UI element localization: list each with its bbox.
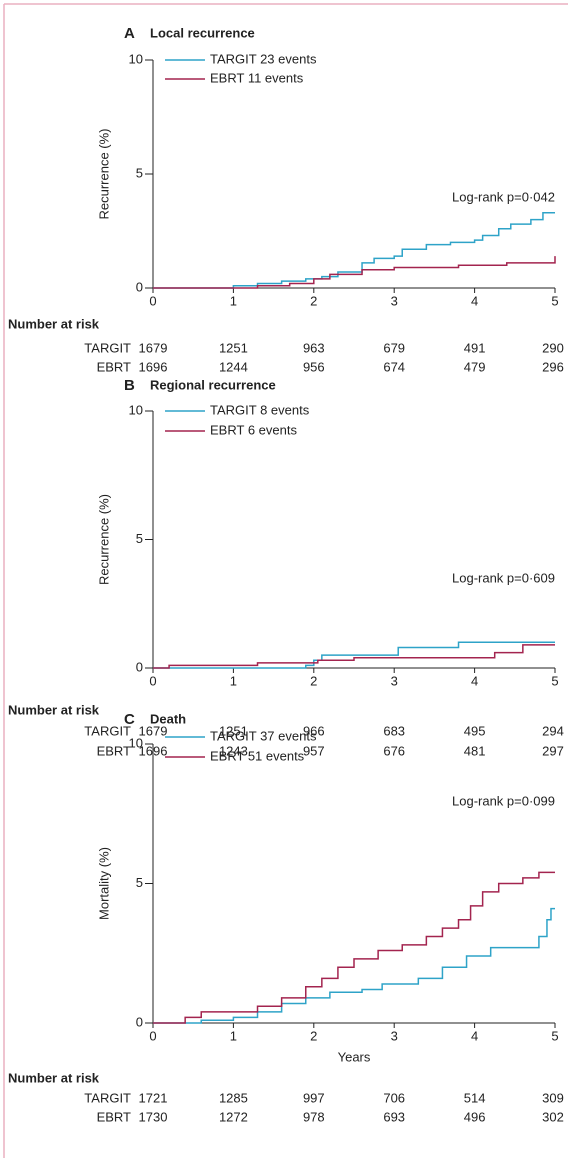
risk-count: 1251 (219, 340, 248, 355)
y-tick-label: 5 (136, 165, 143, 180)
legend-label: TARGIT 8 events (210, 402, 310, 417)
risk-count: 683 (383, 723, 405, 738)
y-axis-label: Recurrence (%) (96, 128, 111, 219)
x-tick-label: 2 (310, 1028, 317, 1043)
annotation: Log-rank p=0·609 (452, 570, 555, 585)
risk-count: 1272 (219, 1109, 248, 1124)
risk-count: 1696 (139, 359, 168, 374)
risk-count: 479 (464, 359, 486, 374)
y-tick-label: 10 (129, 51, 143, 66)
risk-count: 1679 (139, 340, 168, 355)
legend-label: EBRT 6 events (210, 422, 297, 437)
legend-label: EBRT 11 events (210, 70, 304, 85)
risk-count: 481 (464, 743, 486, 758)
risk-count: 294 (542, 723, 564, 738)
panel-title: Local recurrence (150, 25, 255, 40)
risk-count: 302 (542, 1109, 564, 1124)
km-curve (153, 907, 555, 1024)
risk-row-label: TARGIT (84, 1090, 131, 1105)
km-curve (153, 256, 556, 289)
y-tick-label: 5 (136, 875, 143, 890)
risk-table-title: Number at risk (8, 316, 100, 331)
km-curve (153, 644, 555, 669)
x-tick-label: 2 (310, 673, 317, 688)
km-curve (153, 871, 555, 1024)
risk-count: 997 (303, 1090, 325, 1105)
risk-count: 1679 (139, 723, 168, 738)
legend-label: TARGIT 23 events (210, 51, 317, 66)
risk-count: 679 (383, 340, 405, 355)
risk-table-title: Number at risk (8, 702, 100, 717)
risk-count: 1244 (219, 359, 248, 374)
legend-label: TARGIT 37 events (210, 728, 317, 743)
risk-count: 693 (383, 1109, 405, 1124)
x-tick-label: 0 (149, 293, 156, 308)
x-tick-label: 0 (149, 1028, 156, 1043)
x-tick-label: 4 (471, 293, 478, 308)
km-curve (153, 212, 555, 289)
x-tick-label: 5 (551, 673, 558, 688)
panel-letter: B (124, 377, 135, 394)
panel-title: Regional recurrence (150, 377, 276, 392)
risk-count: 676 (383, 743, 405, 758)
risk-row-label: EBRT (97, 359, 131, 374)
y-tick-label: 0 (136, 279, 143, 294)
panel-title: Death (150, 711, 186, 726)
risk-row-label: EBRT (97, 1109, 131, 1124)
y-tick-label: 5 (136, 531, 143, 546)
risk-count: 1251 (219, 723, 248, 738)
km-curve (153, 641, 555, 669)
panel-letter: C (124, 711, 135, 728)
risk-count: 495 (464, 723, 486, 738)
y-tick-label: 10 (129, 402, 143, 417)
risk-row-label: EBRT (97, 743, 131, 758)
risk-count: 1243 (219, 743, 248, 758)
x-tick-label: 1 (230, 673, 237, 688)
x-tick-label: 4 (471, 1028, 478, 1043)
x-axis-label: Years (338, 1049, 371, 1064)
legend-label: EBRT 51 events (210, 748, 305, 763)
risk-count: 309 (542, 1090, 564, 1105)
risk-count: 978 (303, 1109, 325, 1124)
x-tick-label: 5 (551, 293, 558, 308)
risk-table-title: Number at risk (8, 1070, 100, 1085)
risk-count: 956 (303, 359, 325, 374)
risk-row-label: TARGIT (84, 340, 131, 355)
risk-count: 296 (542, 359, 564, 374)
risk-row-label: TARGIT (84, 723, 131, 738)
y-tick-label: 10 (129, 735, 143, 750)
risk-count: 297 (542, 743, 564, 758)
risk-count: 491 (464, 340, 486, 355)
x-tick-label: 5 (551, 1028, 558, 1043)
y-axis-label: Recurrence (%) (96, 494, 111, 585)
risk-count: 514 (464, 1090, 486, 1105)
x-tick-label: 3 (391, 293, 398, 308)
x-tick-label: 2 (310, 293, 317, 308)
risk-count: 957 (303, 743, 325, 758)
annotation: Log-rank p=0·042 (452, 189, 555, 204)
risk-count: 1285 (219, 1090, 248, 1105)
x-tick-label: 0 (149, 673, 156, 688)
x-tick-label: 1 (230, 293, 237, 308)
x-tick-label: 3 (391, 1028, 398, 1043)
x-tick-label: 3 (391, 673, 398, 688)
y-axis-label: Mortality (%) (96, 847, 111, 920)
risk-count: 674 (383, 359, 405, 374)
x-tick-label: 1 (230, 1028, 237, 1043)
annotation: Log-rank p=0·099 (452, 793, 555, 808)
risk-count: 496 (464, 1109, 486, 1124)
panel-letter: A (124, 25, 135, 42)
risk-count: 290 (542, 340, 564, 355)
risk-count: 1730 (139, 1109, 168, 1124)
y-tick-label: 0 (136, 659, 143, 674)
x-tick-label: 4 (471, 673, 478, 688)
risk-count: 1721 (139, 1090, 168, 1105)
risk-count: 706 (383, 1090, 405, 1105)
risk-count: 963 (303, 340, 325, 355)
y-tick-label: 0 (136, 1014, 143, 1029)
risk-count: 966 (303, 723, 325, 738)
